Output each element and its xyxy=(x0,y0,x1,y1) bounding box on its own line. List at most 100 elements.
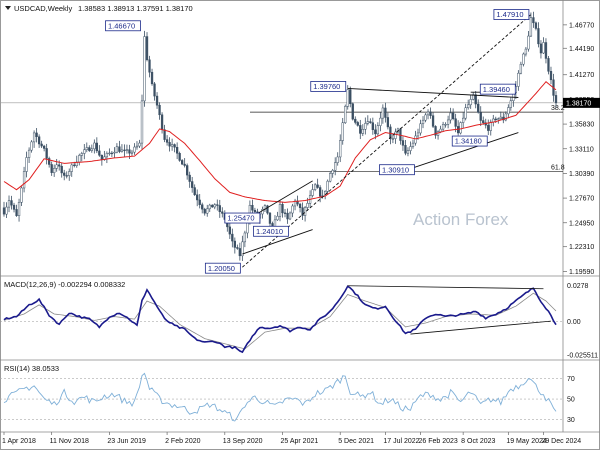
candle-body xyxy=(45,148,48,159)
macd-line xyxy=(3,285,557,354)
candle-body xyxy=(371,122,374,131)
candle-body xyxy=(318,187,322,197)
candle-body xyxy=(58,164,61,167)
candle-body xyxy=(449,112,452,121)
candle-body xyxy=(17,202,21,216)
candle-body xyxy=(130,151,134,154)
candle-body xyxy=(231,233,234,242)
candle-body xyxy=(261,209,264,215)
candle-body xyxy=(477,103,480,113)
x-axis-tick-label: 26 Feb 2023 xyxy=(419,438,458,445)
macd-title: MACD(12,26,9) -0.002294 0.008332 xyxy=(4,280,125,289)
price-pane: 1.467701.441901.412701.385501.358301.331… xyxy=(0,9,600,276)
price-axis-tick-label: 1.46770 xyxy=(569,22,594,29)
candle-body xyxy=(253,209,257,213)
dropdown-triangle-icon[interactable] xyxy=(5,6,11,10)
candle-body xyxy=(196,194,199,201)
rsi-line xyxy=(3,372,557,422)
candle-body xyxy=(160,114,164,130)
candle-body xyxy=(108,152,111,155)
candle-body xyxy=(238,248,242,257)
candle-body xyxy=(110,152,114,155)
candle-body xyxy=(339,140,342,158)
candle-body xyxy=(459,122,462,134)
candle-body xyxy=(341,122,344,141)
candle-body xyxy=(303,207,307,216)
candle-body xyxy=(504,113,507,121)
price-axis-tick-label: 1.19590 xyxy=(569,269,594,276)
rsi-axis-tick-label: 70 xyxy=(567,376,575,383)
candle-body xyxy=(60,165,63,174)
candle-body xyxy=(148,59,151,73)
price-annotation-label: 1.39460 xyxy=(483,85,510,94)
candle-body xyxy=(193,187,196,196)
candle-body xyxy=(228,226,231,235)
candle-body xyxy=(186,165,189,176)
long-term-dashed-trendline xyxy=(242,14,532,268)
candle-body xyxy=(88,147,91,151)
symbol-label: USDCAD,Weekly xyxy=(14,4,72,13)
candle-body xyxy=(48,158,51,165)
candle-body xyxy=(115,146,119,153)
candle-body xyxy=(464,107,467,119)
price-axis-tick-label: 1.30390 xyxy=(569,171,594,178)
price-annotation-box xyxy=(451,135,488,147)
x-axis-tick-label: 1 Apr 2018 xyxy=(2,438,36,445)
candle-body xyxy=(532,17,535,24)
candle-body xyxy=(283,212,287,214)
candle-body xyxy=(15,209,18,216)
candle-body xyxy=(404,145,407,154)
x-axis-tick-label: 29 Dec 2024 xyxy=(541,438,581,445)
candle-body xyxy=(53,168,56,173)
candle-body xyxy=(113,151,116,154)
candle-body xyxy=(414,135,417,144)
candle-body xyxy=(165,139,169,143)
candle-body xyxy=(65,175,68,177)
candle-body xyxy=(218,205,221,213)
candle-body xyxy=(306,203,309,208)
price-annotation-label: 1.24010 xyxy=(256,227,283,236)
candle-body xyxy=(281,204,284,214)
candle-body xyxy=(198,199,201,205)
candle-body xyxy=(95,142,98,152)
x-axis-tick-label: 13 Sep 2020 xyxy=(223,438,263,445)
candle-body xyxy=(180,160,184,165)
candle-body xyxy=(474,94,477,105)
candle-body xyxy=(462,117,465,123)
candle-body xyxy=(138,142,141,147)
price-annotation-label: 1.34180 xyxy=(455,137,482,146)
candle-body xyxy=(85,147,88,151)
price-annotation-box xyxy=(493,9,530,20)
candle-body xyxy=(537,28,540,45)
candle-body xyxy=(268,212,272,224)
candle-body xyxy=(386,117,390,128)
candle-body xyxy=(429,111,432,116)
price-axis-tick-label: 1.41270 xyxy=(569,72,594,79)
rsi-axis-tick-label: 30 xyxy=(567,417,575,424)
rsi-title: RSI(14) 38.0533 xyxy=(4,364,59,373)
candle-body xyxy=(221,211,224,214)
candle-body xyxy=(158,104,161,116)
price-annotation-label: 1.30910 xyxy=(382,165,409,174)
range-lower-trendline xyxy=(410,132,519,170)
candle-body xyxy=(509,100,512,108)
candle-body xyxy=(120,149,124,152)
current-price-marker xyxy=(563,97,600,108)
candle-body xyxy=(206,208,209,214)
candle-body xyxy=(170,144,174,147)
candle-body xyxy=(479,112,482,121)
candle-body xyxy=(153,83,156,97)
candle-body xyxy=(241,241,244,257)
price-annotation-label: 1.47910 xyxy=(496,10,523,19)
candle-body xyxy=(301,207,304,216)
candle-body xyxy=(344,106,347,123)
candle-body xyxy=(173,144,176,148)
candle-body xyxy=(191,181,194,188)
candle-body xyxy=(5,206,8,215)
price-annotation-box xyxy=(379,164,415,176)
candle-body xyxy=(211,204,214,208)
candle-body xyxy=(391,138,395,140)
candle-body xyxy=(188,174,191,182)
candle-body xyxy=(494,118,497,120)
